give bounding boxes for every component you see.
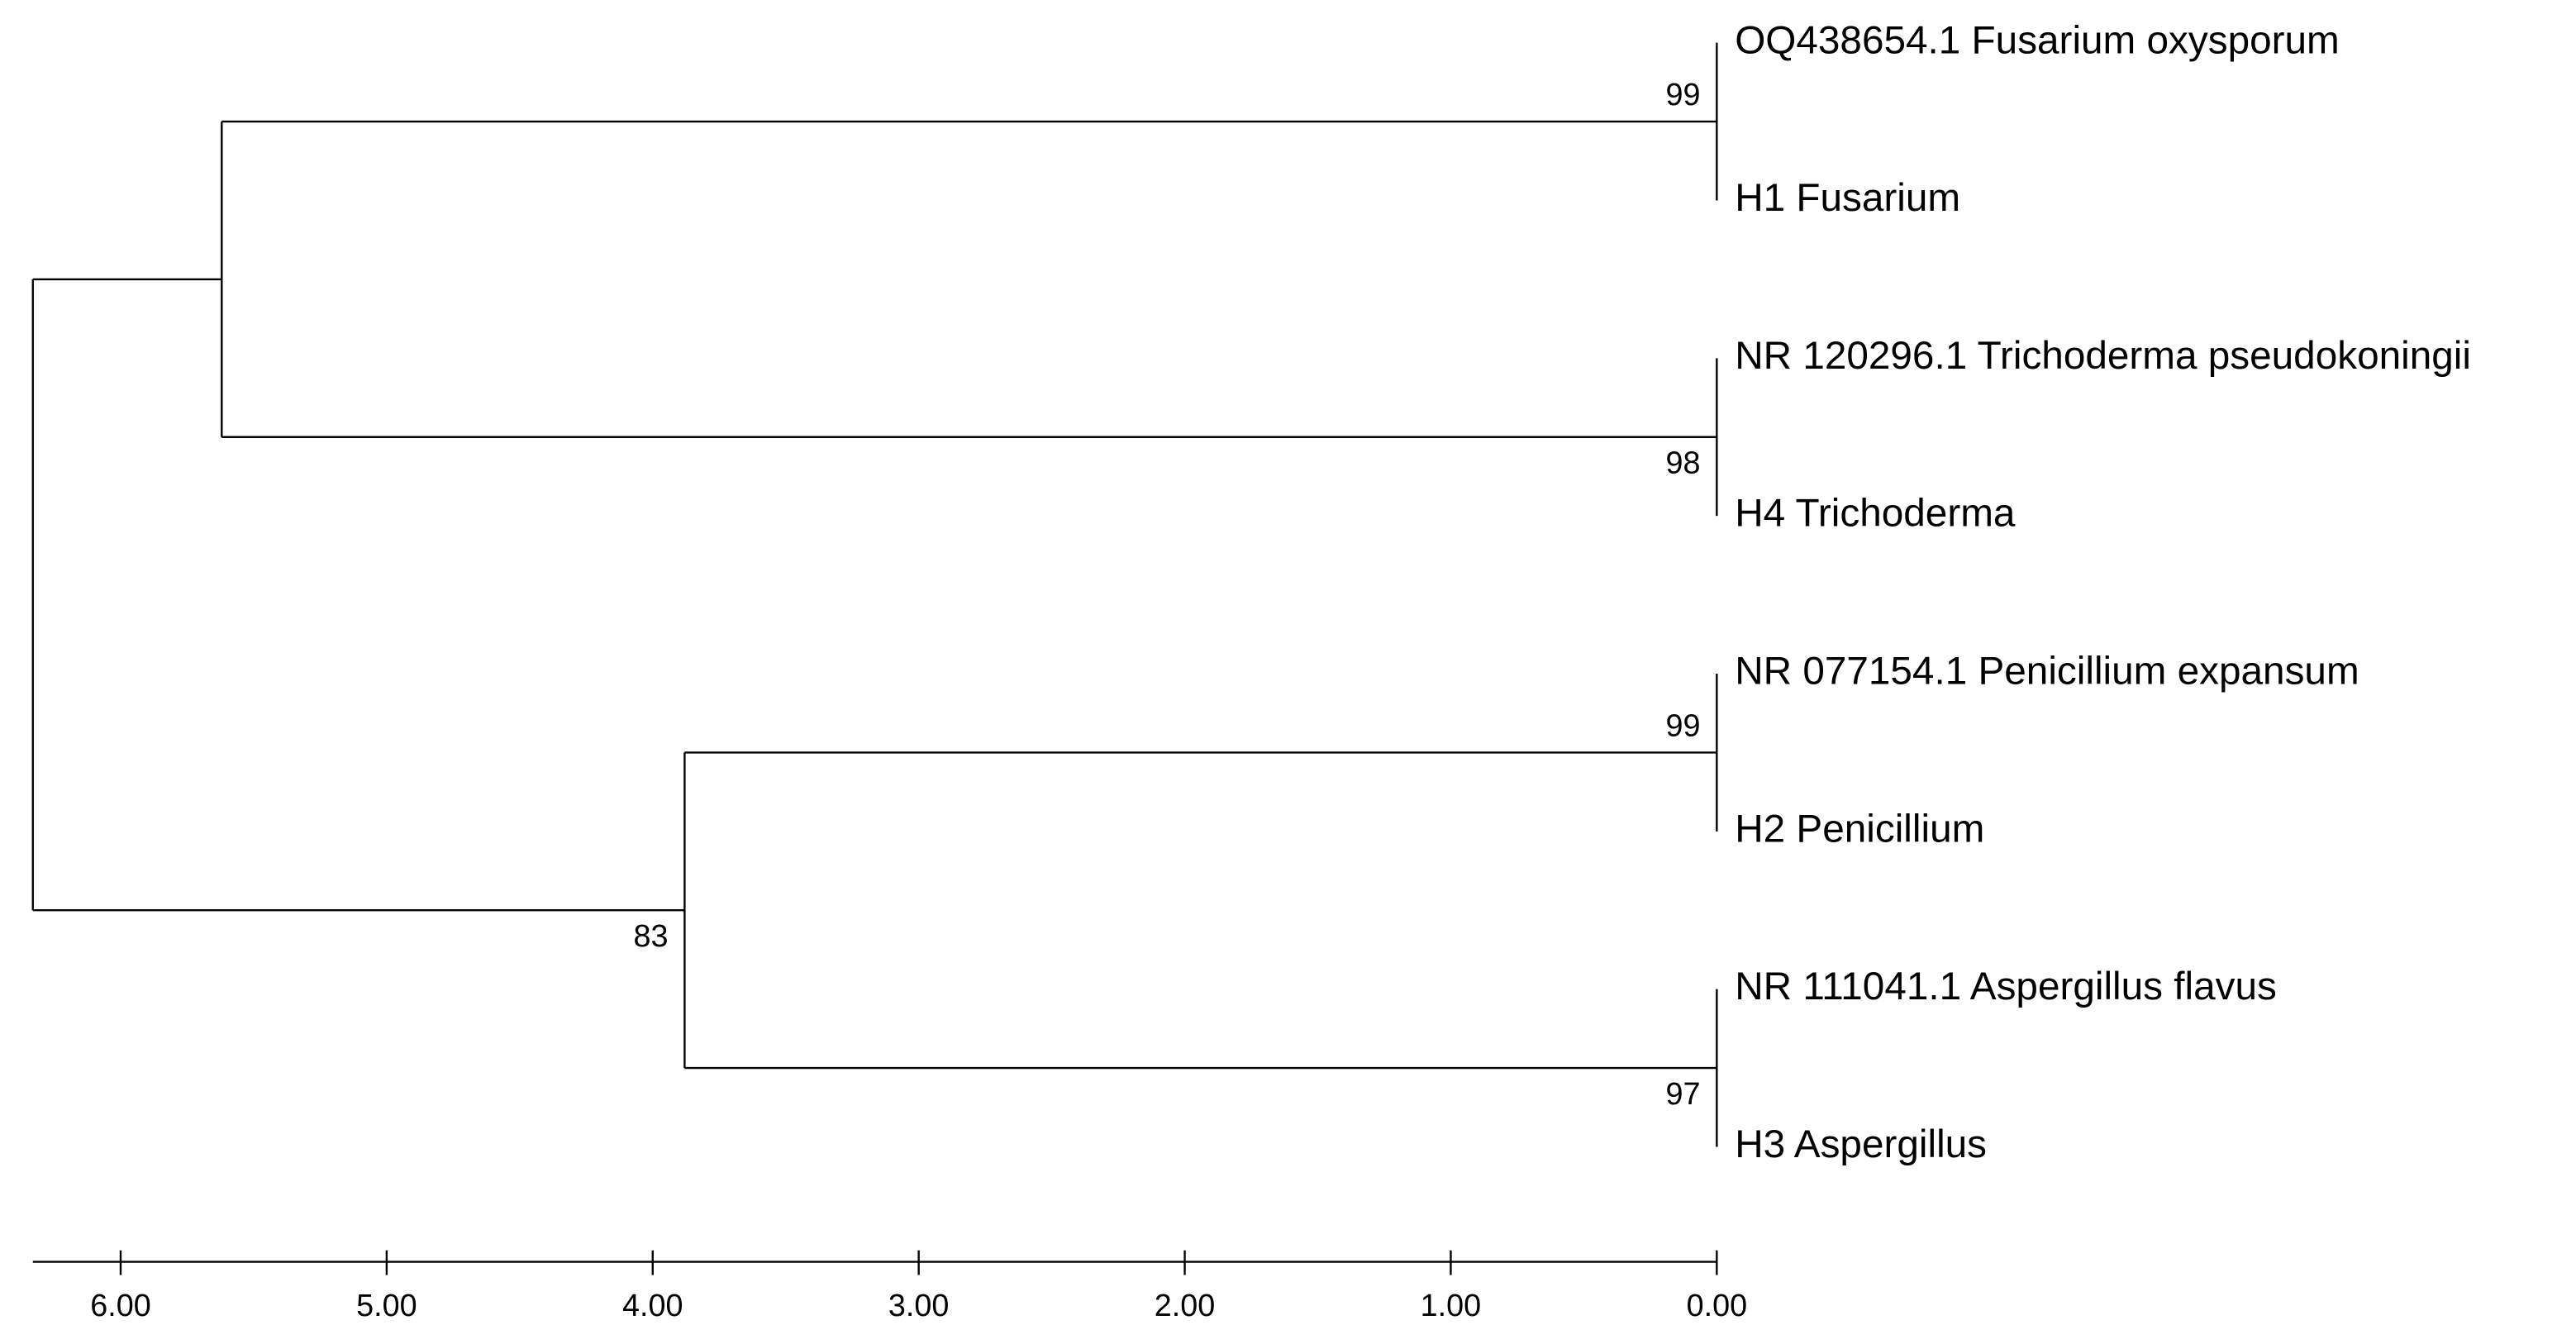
- leaf-label: NR 120296.1 Trichoderma pseudokoningii: [1735, 334, 2471, 378]
- x-tick-label: 6.00: [90, 1289, 150, 1323]
- support-label: 98: [1665, 446, 1700, 481]
- x-tick-label: 2.00: [1155, 1289, 1215, 1323]
- support-label: 97: [1665, 1077, 1700, 1112]
- support-label: 99: [1665, 78, 1700, 112]
- x-tick-label: 5.00: [356, 1289, 417, 1323]
- x-tick-label: 0.00: [1687, 1289, 1747, 1323]
- x-tick-label: 4.00: [622, 1289, 683, 1323]
- support-label: 99: [1665, 709, 1700, 744]
- x-tick-label: 1.00: [1421, 1289, 1481, 1323]
- leaf-label: OQ438654.1 Fusarium oxysporum: [1735, 18, 2340, 62]
- leaf-label: H2 Penicillium: [1735, 807, 1984, 851]
- leaf-label: H1 Fusarium: [1735, 176, 1960, 220]
- support-label: 83: [634, 919, 669, 954]
- leaf-label: NR 077154.1 Penicillium expansum: [1735, 650, 2359, 693]
- leaf-label: H3 Aspergillus: [1735, 1122, 1987, 1166]
- leaf-label: NR 111041.1 Aspergillus flavus: [1735, 965, 2277, 1008]
- leaf-label: H4 Trichoderma: [1735, 492, 2016, 536]
- x-tick-label: 3.00: [888, 1289, 949, 1323]
